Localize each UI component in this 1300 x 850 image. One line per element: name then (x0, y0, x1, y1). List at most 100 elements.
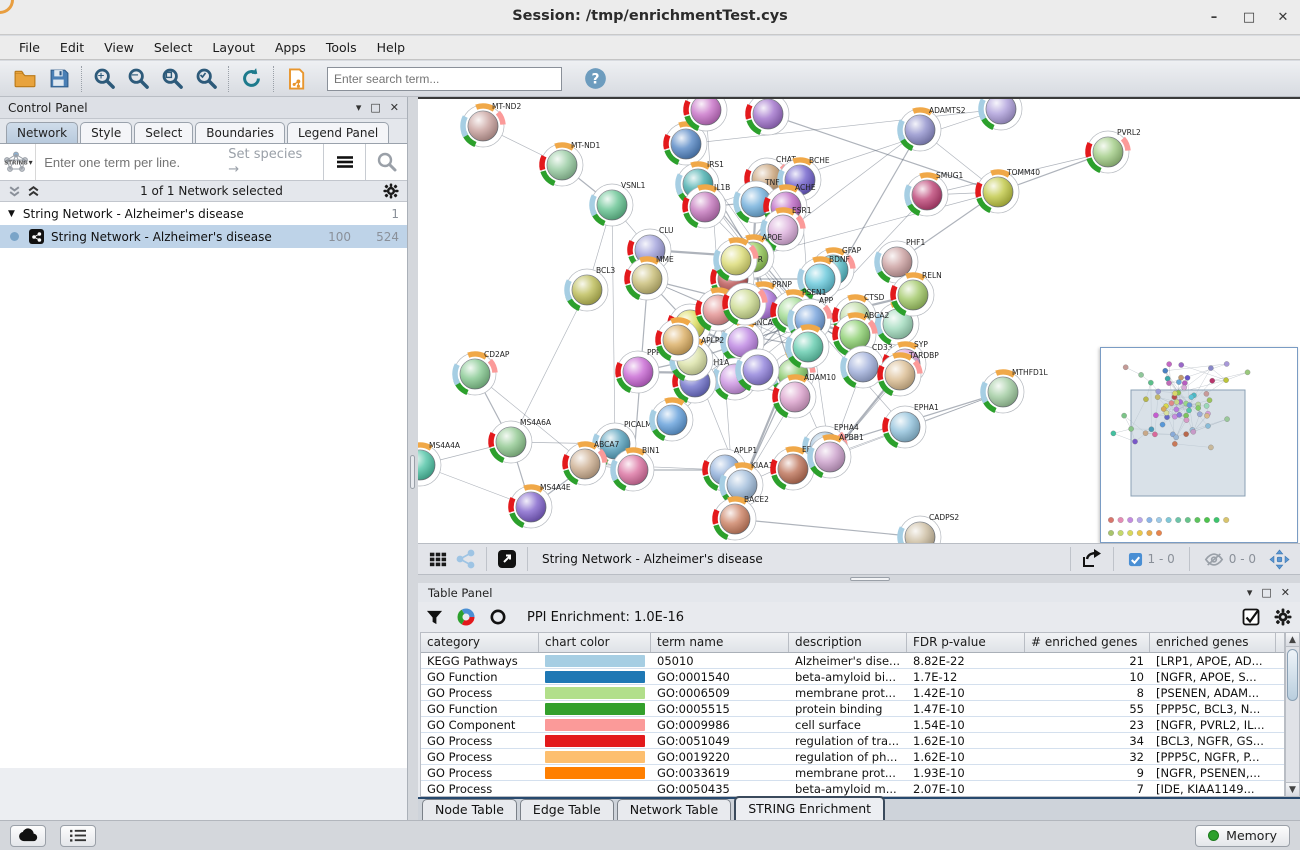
panel-float-icon[interactable]: □ (1261, 586, 1272, 599)
tab-network-table[interactable]: Network Table (616, 799, 732, 820)
column-header-FDR-p-value[interactable]: FDR p-value (907, 633, 1025, 652)
export-network-button[interactable] (1077, 544, 1107, 574)
protein-node[interactable]: MT-ND2 (460, 102, 521, 148)
protein-node[interactable]: BACE2 (712, 495, 769, 541)
string-query-input[interactable] (36, 145, 229, 179)
horizontal-splitter[interactable] (418, 575, 1300, 583)
protein-node[interactable]: PVRL2 (1085, 128, 1141, 174)
species-hint[interactable]: Set species → (228, 147, 303, 177)
minimize-button[interactable]: – (1210, 10, 1218, 25)
protein-node[interactable]: PPP5C (615, 348, 671, 394)
memory-button[interactable]: Memory (1195, 824, 1290, 847)
protein-node[interactable]: CADPS2 (897, 513, 959, 543)
menu-help[interactable]: Help (376, 40, 406, 55)
protein-node[interactable]: TARDBP (877, 351, 939, 397)
menu-layout[interactable]: Layout (212, 40, 255, 55)
string-protein-dropdown[interactable]: ▾ (0, 144, 37, 180)
column-header---enriched-genes[interactable]: # enriched genes (1025, 633, 1150, 652)
cloud-tasks-button[interactable] (10, 824, 46, 847)
protein-node[interactable]: ADAM10 (772, 373, 836, 419)
protein-node[interactable]: TOMM40 (975, 168, 1040, 214)
protein-node[interactable]: MME (624, 255, 674, 301)
splitter-handle[interactable] (850, 577, 890, 581)
viewport-rect[interactable] (1130, 389, 1246, 497)
panel-float-icon[interactable]: □ (370, 101, 381, 114)
protein-node[interactable]: ESR1 (760, 206, 812, 252)
tab-string-enrichment[interactable]: STRING Enrichment (734, 796, 886, 820)
protein-node[interactable]: CD33 (840, 343, 893, 389)
filter-icon[interactable] (426, 609, 443, 626)
column-header-description[interactable]: description (789, 633, 907, 652)
birdseye-toggle-button[interactable] (452, 544, 480, 574)
table-vertical-scrollbar[interactable]: ▲ ▼ (1285, 632, 1300, 797)
protein-node[interactable]: EFNA5 (770, 445, 827, 491)
scroll-up-arrow[interactable]: ▲ (1286, 633, 1299, 647)
protein-node[interactable]: SMUG1 (904, 171, 964, 217)
pan-mode-button[interactable] (1264, 544, 1294, 574)
protein-node[interactable]: MTHFD1L (980, 368, 1049, 414)
task-history-button[interactable] (60, 824, 96, 847)
protein-node[interactable]: MT-ND1 (539, 141, 600, 187)
open-session-button[interactable] (8, 64, 42, 94)
network-tree-row[interactable]: String Network - Alzheimer's disease 100 5… (0, 225, 407, 248)
refresh-button[interactable] (234, 64, 268, 94)
network-tree-row[interactable]: ▼ String Network - Alzheimer's disease 1 (0, 202, 407, 225)
menu-tools[interactable]: Tools (325, 40, 357, 55)
splitter-handle[interactable] (410, 455, 415, 489)
protein-node[interactable]: MS4A4A (418, 441, 461, 487)
table-settings-gear-icon[interactable] (1274, 608, 1292, 626)
menu-apps[interactable]: Apps (274, 40, 306, 55)
close-button[interactable]: ✕ (1277, 10, 1289, 25)
protein-node[interactable]: MS4A6A (488, 418, 552, 464)
maximize-button[interactable]: □ (1242, 10, 1256, 25)
tab-legend-panel[interactable]: Legend Panel (286, 122, 390, 143)
protein-node[interactable] (735, 348, 780, 392)
protein-node[interactable] (785, 324, 830, 369)
protein-node[interactable]: RELN (890, 271, 942, 317)
tab-edge-table[interactable]: Edge Table (519, 799, 614, 820)
table-row[interactable]: GO Process GO:0051049 regulation of tra...… (421, 733, 1284, 749)
search-input[interactable] (327, 66, 562, 91)
table-row[interactable]: GO Component GO:0009986 cell surface 1.54E-… (421, 717, 1284, 733)
vertical-splitter[interactable] (408, 97, 418, 820)
protein-node[interactable] (713, 237, 759, 282)
network-panel-gear-icon[interactable] (383, 183, 399, 199)
birds-eye-view[interactable] (1100, 347, 1298, 543)
protein-node[interactable]: BDNF (797, 255, 850, 301)
protein-node[interactable]: ABCA2 (832, 311, 890, 357)
zoom-in-button[interactable]: + (87, 64, 121, 94)
select-rows-icon[interactable] (1242, 608, 1260, 626)
tab-boundaries[interactable]: Boundaries (195, 122, 285, 143)
column-header-chart-color[interactable]: chart color (539, 633, 651, 652)
tab-select[interactable]: Select (134, 122, 194, 143)
column-header-category[interactable]: category (421, 633, 539, 652)
network-canvas[interactable]: MT-ND2MT-ND1VSNL1GAB2IRS1CHATBCHEIL1BTNF… (418, 97, 1300, 543)
zoom-out-button[interactable]: − (121, 64, 155, 94)
protein-node[interactable]: PHF1 (874, 238, 925, 284)
panel-close-icon[interactable]: ✕ (1280, 586, 1290, 599)
protein-node[interactable] (722, 282, 768, 326)
protein-node[interactable] (655, 317, 700, 362)
zoom-fit-button[interactable] (155, 64, 189, 94)
protein-node[interactable] (745, 99, 790, 136)
tab-network[interactable]: Network (6, 122, 79, 143)
table-row[interactable]: KEGG Pathways 05010 Alzheimer's dise... 8.8… (421, 653, 1284, 669)
panel-collapse-icon[interactable]: ▾ (1246, 586, 1253, 599)
zoom-selected-button[interactable] (189, 64, 223, 94)
protein-node[interactable]: MS4A4E (508, 483, 571, 529)
table-row[interactable]: GO Function GO:0005515 protein binding 1.47… (421, 701, 1284, 717)
protein-node[interactable] (649, 397, 694, 442)
menu-file[interactable]: File (19, 40, 40, 55)
protein-node[interactable]: IL1B (682, 183, 730, 229)
string-search-button[interactable] (365, 144, 407, 180)
string-options-button[interactable] (323, 144, 365, 180)
protein-node[interactable]: EPHA1 (882, 403, 939, 449)
table-row[interactable]: GO Process GO:0006509 membrane prot... 1.42… (421, 685, 1284, 701)
protein-node[interactable]: KIAA1149 (719, 461, 788, 507)
collapse-all-icon[interactable] (8, 185, 21, 198)
table-row[interactable]: GO Process GO:0033619 membrane prot... 1.93… (421, 765, 1284, 781)
reset-charts-icon[interactable] (489, 608, 507, 626)
tree-expand-caret[interactable]: ▼ (8, 208, 15, 219)
protein-node[interactable]: BIN1 (610, 446, 660, 492)
expand-all-icon[interactable] (27, 185, 40, 198)
